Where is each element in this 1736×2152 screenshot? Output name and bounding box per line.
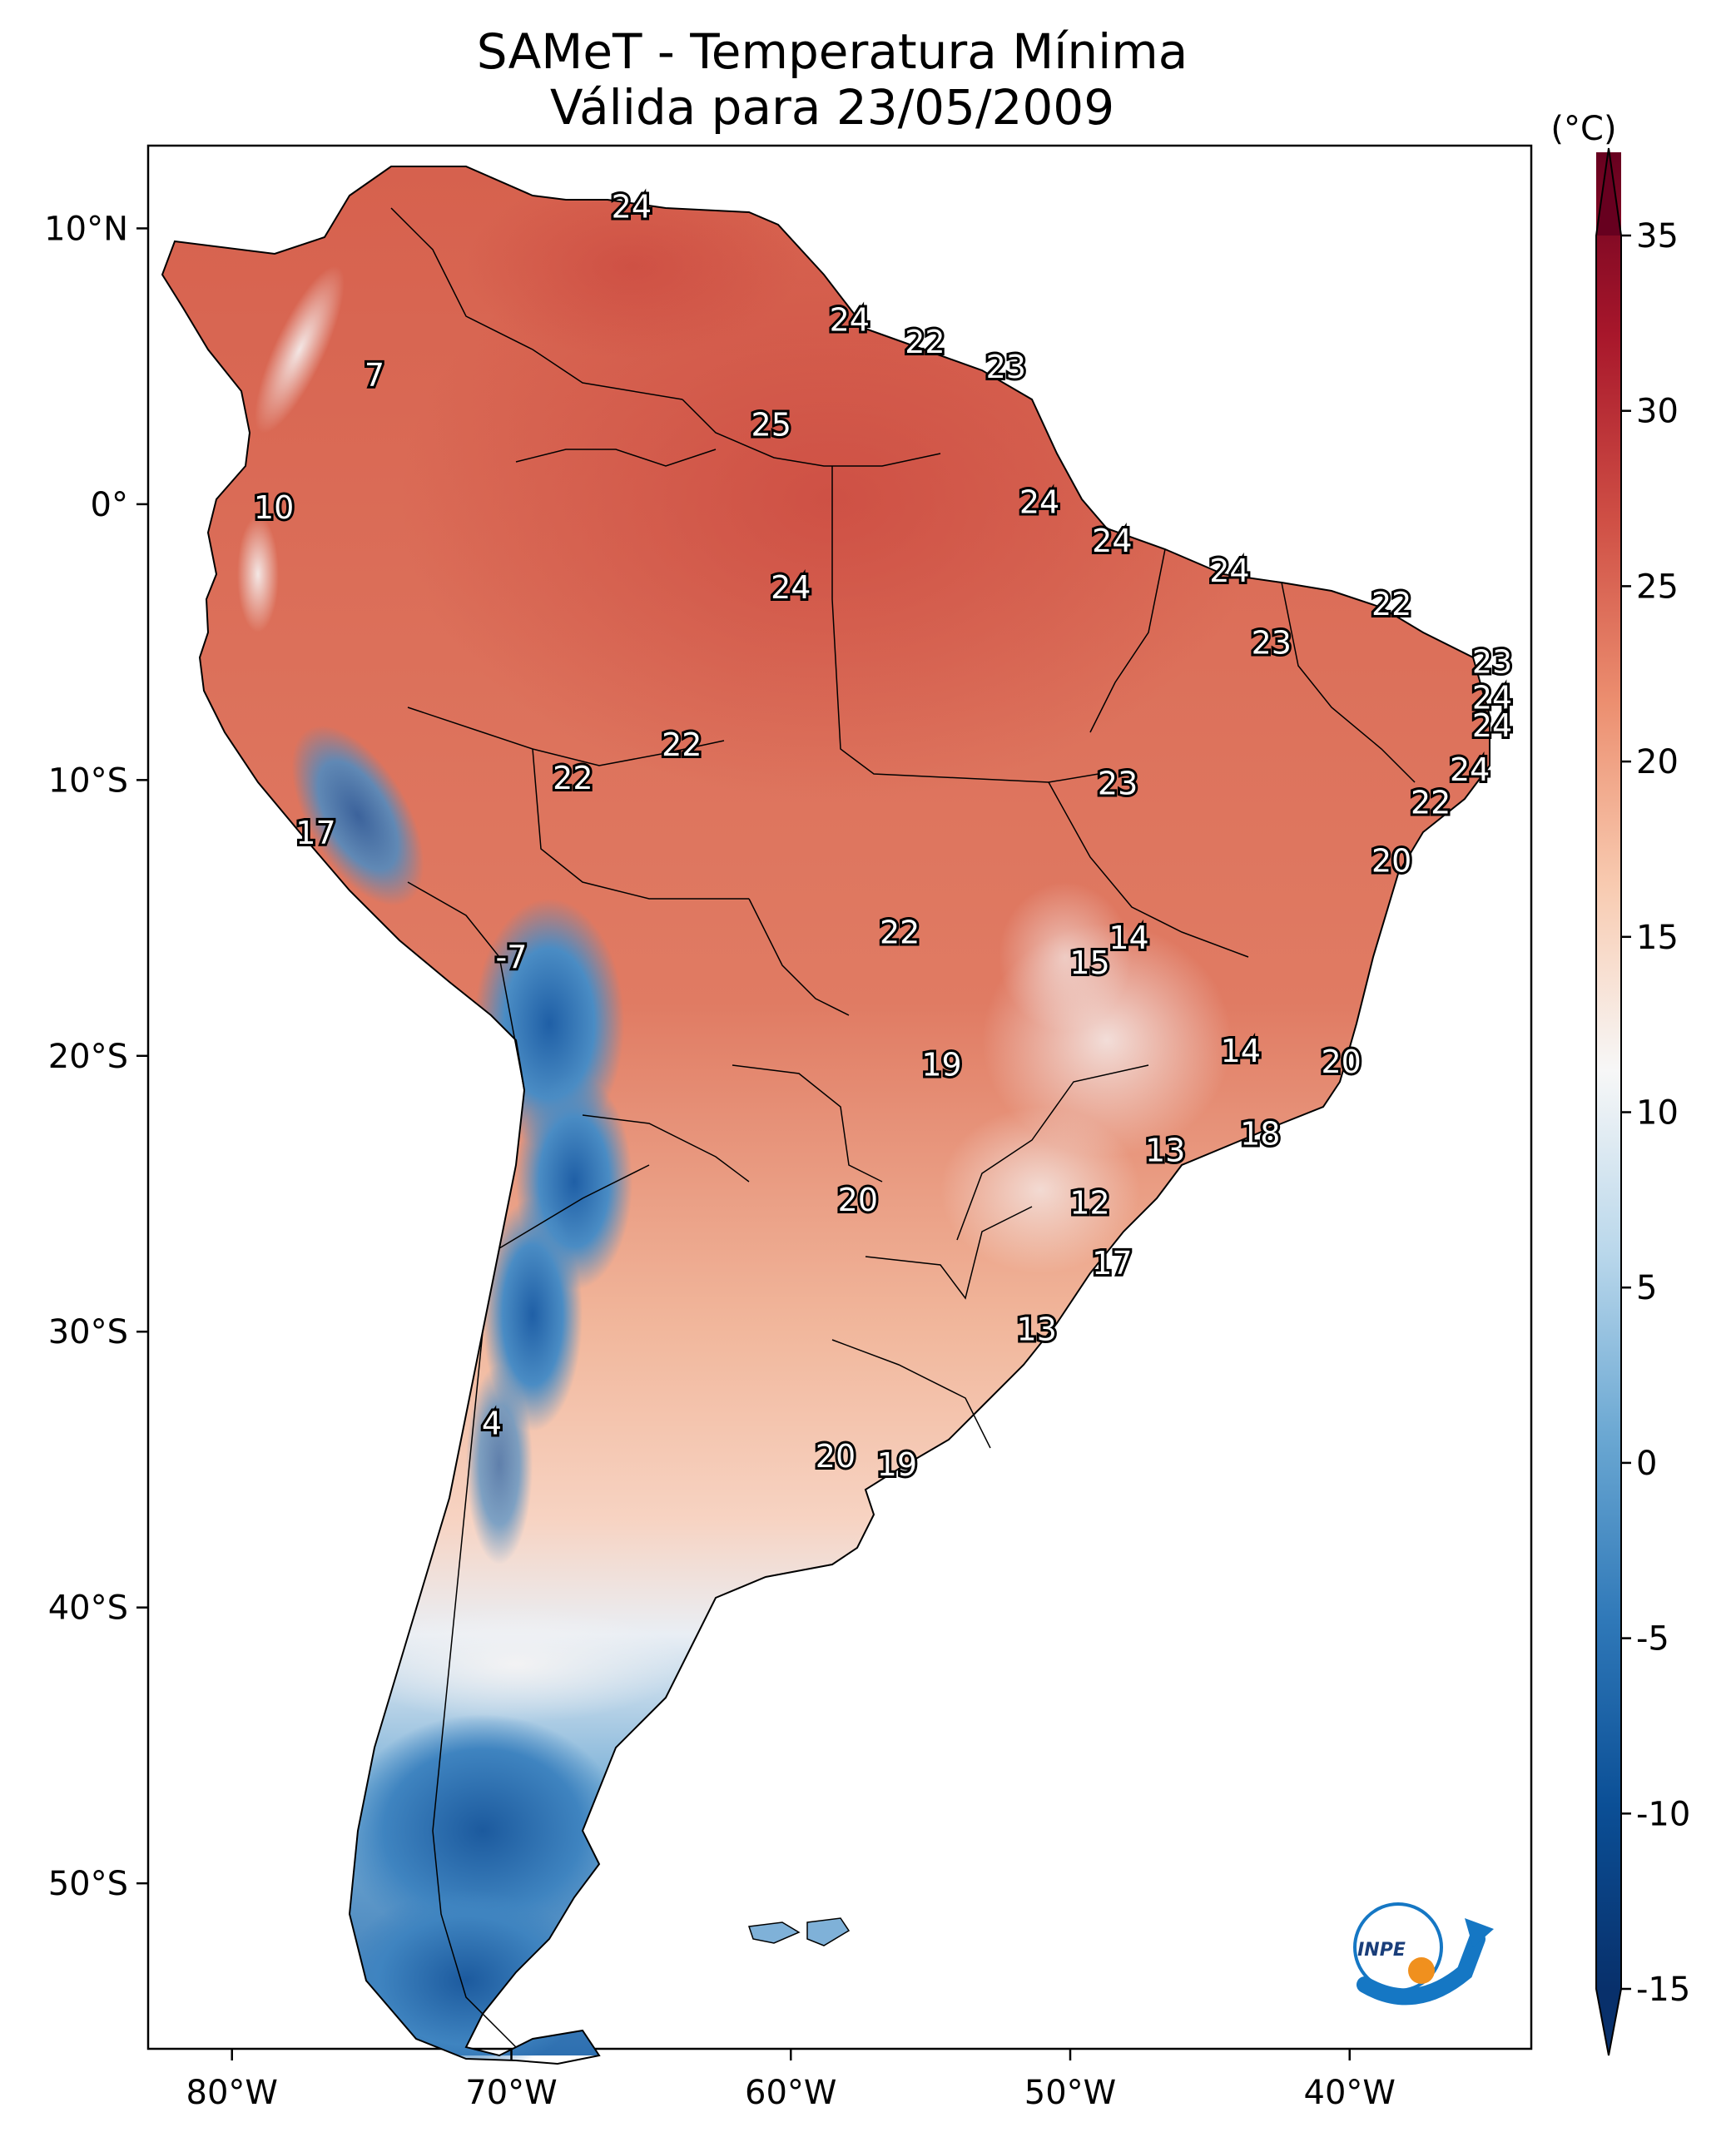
station-value-label: 22 — [662, 726, 702, 763]
lat-tick-label: 20°S — [48, 1038, 128, 1076]
colorbar-tick-label: 10 — [1636, 1094, 1679, 1133]
station-value-label: 24 — [1472, 707, 1512, 744]
station-value-label: 22 — [1371, 586, 1411, 622]
inpe-logo-text: INPE — [1357, 1940, 1406, 1961]
station-value-label: 15 — [1069, 945, 1109, 981]
station-value-label: 22 — [880, 914, 920, 950]
station-value-label: 24 — [612, 189, 652, 226]
station-value-label: 24 — [771, 569, 811, 606]
lon-tick-label: 50°W — [1024, 2074, 1116, 2112]
station-value-label: 19 — [877, 1446, 917, 1483]
colorbar-tick-label: 30 — [1636, 393, 1679, 431]
colorbar-body — [1596, 152, 1621, 1989]
lat-tick-label: 10°S — [48, 761, 128, 800]
station-value-label: 20 — [1322, 1044, 1362, 1080]
station-value-label: 7 — [365, 357, 384, 394]
colorbar-tick-label: -15 — [1636, 1971, 1690, 2009]
station-value-label: 19 — [921, 1047, 961, 1083]
colorbar-unit: (°C) — [1550, 110, 1616, 148]
station-value-label: 12 — [1069, 1184, 1109, 1221]
axis-ticks — [136, 227, 1352, 2060]
lat-tick-label: 30°S — [48, 1313, 128, 1351]
lat-tick-label: 0° — [91, 486, 128, 524]
station-value-label: 14 — [1221, 1033, 1261, 1069]
colorbar-tick-label: 0 — [1636, 1445, 1657, 1483]
station-value-label: 22 — [553, 760, 593, 796]
station-value-label: -7 — [496, 939, 528, 975]
colorbar-tick-label: 5 — [1636, 1269, 1657, 1307]
map-subtitle: Válida para 23/05/2009 — [549, 79, 1115, 136]
station-value-label: 23 — [1098, 765, 1138, 801]
map-title: SAMeT - Temperatura Mínima — [476, 23, 1188, 80]
station-value-label: 24 — [1209, 553, 1249, 589]
colorbar-tick-label: -10 — [1636, 1795, 1690, 1833]
lon-tick-label: 70°W — [465, 2074, 557, 2112]
station-value-label: 4 — [482, 1405, 502, 1441]
colorbar-tick-label: -5 — [1636, 1620, 1669, 1659]
lon-tick-label: 60°W — [745, 2074, 836, 2112]
lat-tick-label: 10°N — [44, 210, 128, 248]
station-value-label: 24 — [830, 302, 870, 339]
station-value-label: 23 — [1252, 624, 1292, 661]
lat-tick-label: 50°S — [48, 1865, 128, 1903]
station-value-label: 13 — [1145, 1132, 1185, 1168]
station-value-label: 24 — [1450, 751, 1490, 788]
colorbar-tick-label: 15 — [1636, 919, 1679, 957]
colorbar: 35 30 25 20 15 10 5 0 -5 -10 -15 — [1595, 147, 1690, 2056]
lat-tick-label: 40°S — [48, 1589, 128, 1628]
station-value-label: 17 — [1092, 1245, 1132, 1282]
station-value-label: 14 — [1109, 920, 1148, 956]
country-borders — [390, 207, 1416, 2048]
inpe-logo: INPE — [1353, 1902, 1494, 2006]
lon-tick-label: 80°W — [186, 2074, 278, 2112]
colorbar-tick-label: 25 — [1636, 568, 1679, 606]
station-value-label: 22 — [905, 324, 945, 360]
axis-labels: 80°W 70°W 60°W 50°W 40°W 10°N 0° 10°S 20°S 30°S 40… — [44, 210, 1396, 2112]
station-value-label: 22 — [1411, 785, 1451, 821]
station-value-label: 24 — [1019, 483, 1059, 520]
station-value-label: 17 — [295, 815, 335, 851]
colorbar-ticks: 35 30 25 20 15 10 5 0 -5 -10 -15 — [1621, 217, 1690, 2009]
colorbar-tick-label: 20 — [1636, 743, 1679, 781]
lon-tick-label: 40°W — [1304, 2074, 1396, 2112]
falkland-islands — [747, 1917, 851, 1946]
station-value-label: 23 — [986, 349, 1026, 385]
station-value-label: 10 — [254, 489, 294, 526]
colorbar-tick-label: 35 — [1636, 217, 1679, 255]
colorbar-bottom-extension — [1596, 1989, 1621, 2055]
station-value-label: 24 — [1472, 680, 1512, 717]
station-value-label: 20 — [1371, 842, 1411, 879]
station-value-label: 20 — [816, 1438, 856, 1475]
colorbar-top-extension — [1596, 148, 1621, 236]
station-value-label: 13 — [1017, 1312, 1057, 1348]
station-value-label: 20 — [838, 1182, 878, 1218]
station-value-label: 23 — [1472, 644, 1512, 681]
station-value-label: 18 — [1240, 1115, 1280, 1152]
station-value-label: 24 — [1092, 523, 1132, 559]
station-value-label: 25 — [751, 407, 791, 444]
